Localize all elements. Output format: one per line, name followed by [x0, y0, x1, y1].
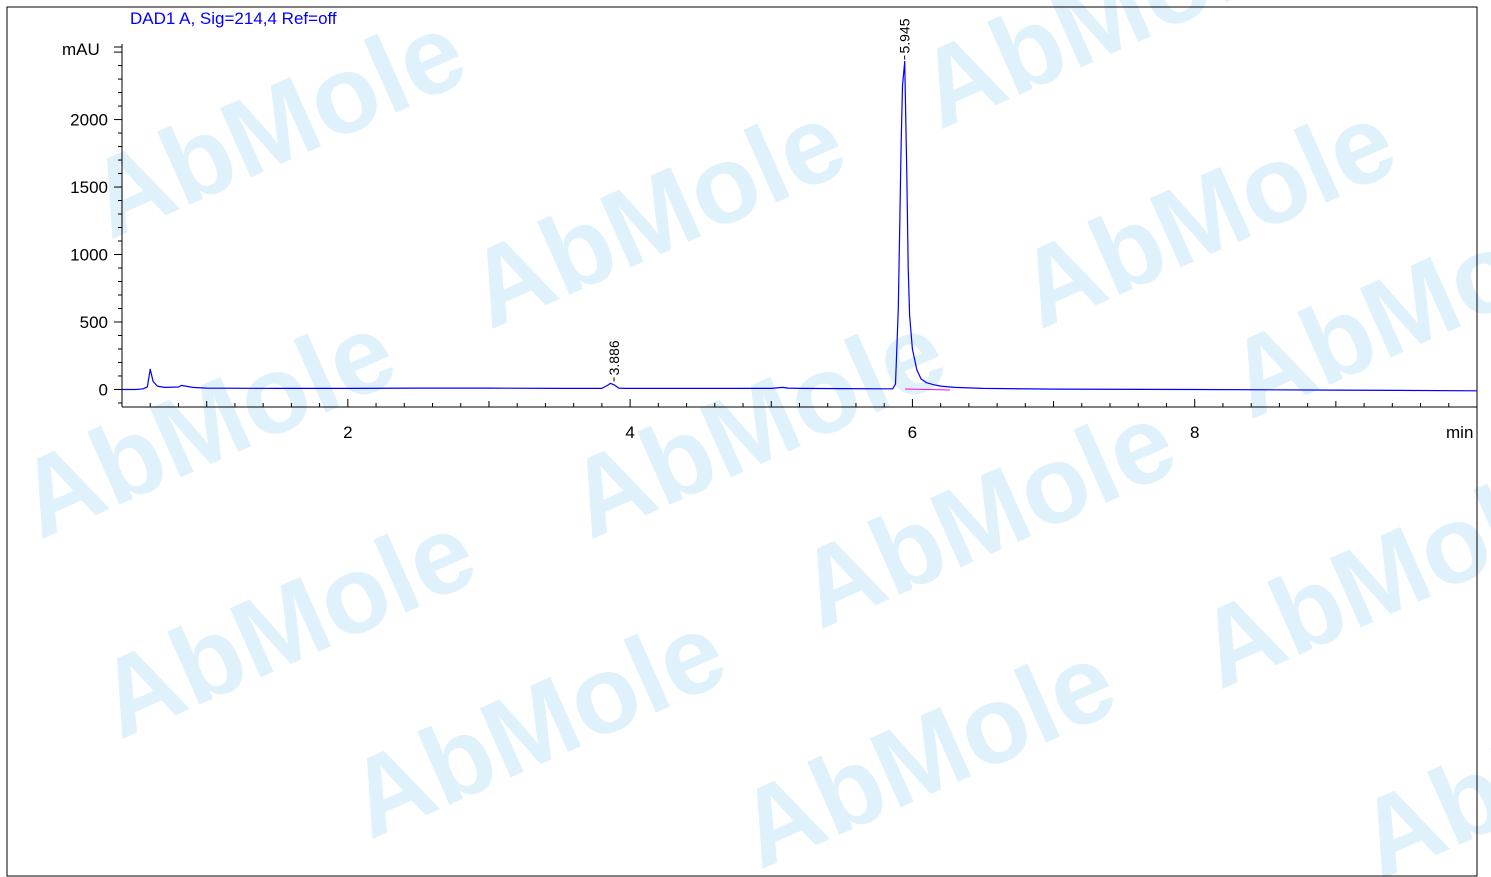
plot-frame — [6, 6, 1478, 877]
x-tick-label: 8 — [1190, 423, 1199, 442]
integration-baseline — [904, 388, 951, 391]
watermark-text: AbMole — [1340, 628, 1491, 877]
x-ticks — [149, 399, 1478, 407]
y-axis-label: mAU — [62, 40, 100, 59]
x-tick-label: 2 — [343, 423, 352, 442]
watermark-text: AbMole — [720, 618, 1133, 877]
y-tick-label: 1500 — [70, 178, 108, 197]
y-ticks — [114, 46, 122, 404]
y-tick-labels: 0 500 1000 1500 2000 — [70, 111, 108, 400]
x-tick-label: 6 — [908, 423, 917, 442]
x-tick-labels: 2 4 6 8 — [343, 423, 1199, 442]
y-tick-label: 500 — [80, 313, 108, 332]
watermark-text: AbMole — [450, 78, 863, 352]
x-axis-label: min — [1446, 423, 1473, 442]
watermark-text: AbMole — [1180, 438, 1491, 712]
x-tick-label: 4 — [625, 423, 634, 442]
peak-labels: 3.886 5.945 — [606, 18, 913, 382]
y-tick-label: 1000 — [70, 246, 108, 265]
chart-title: DAD1 A, Sig=214,4 Ref=off — [130, 9, 337, 28]
peak-retention-label: 5.945 — [897, 18, 913, 53]
watermark-text: AbMole — [70, 0, 483, 262]
series-layer — [122, 60, 1478, 392]
signal-trace — [122, 60, 1478, 392]
y-tick-label: 2000 — [70, 111, 108, 130]
y-tick-label: 0 — [99, 380, 108, 399]
peak-retention-label: 3.886 — [606, 340, 622, 375]
